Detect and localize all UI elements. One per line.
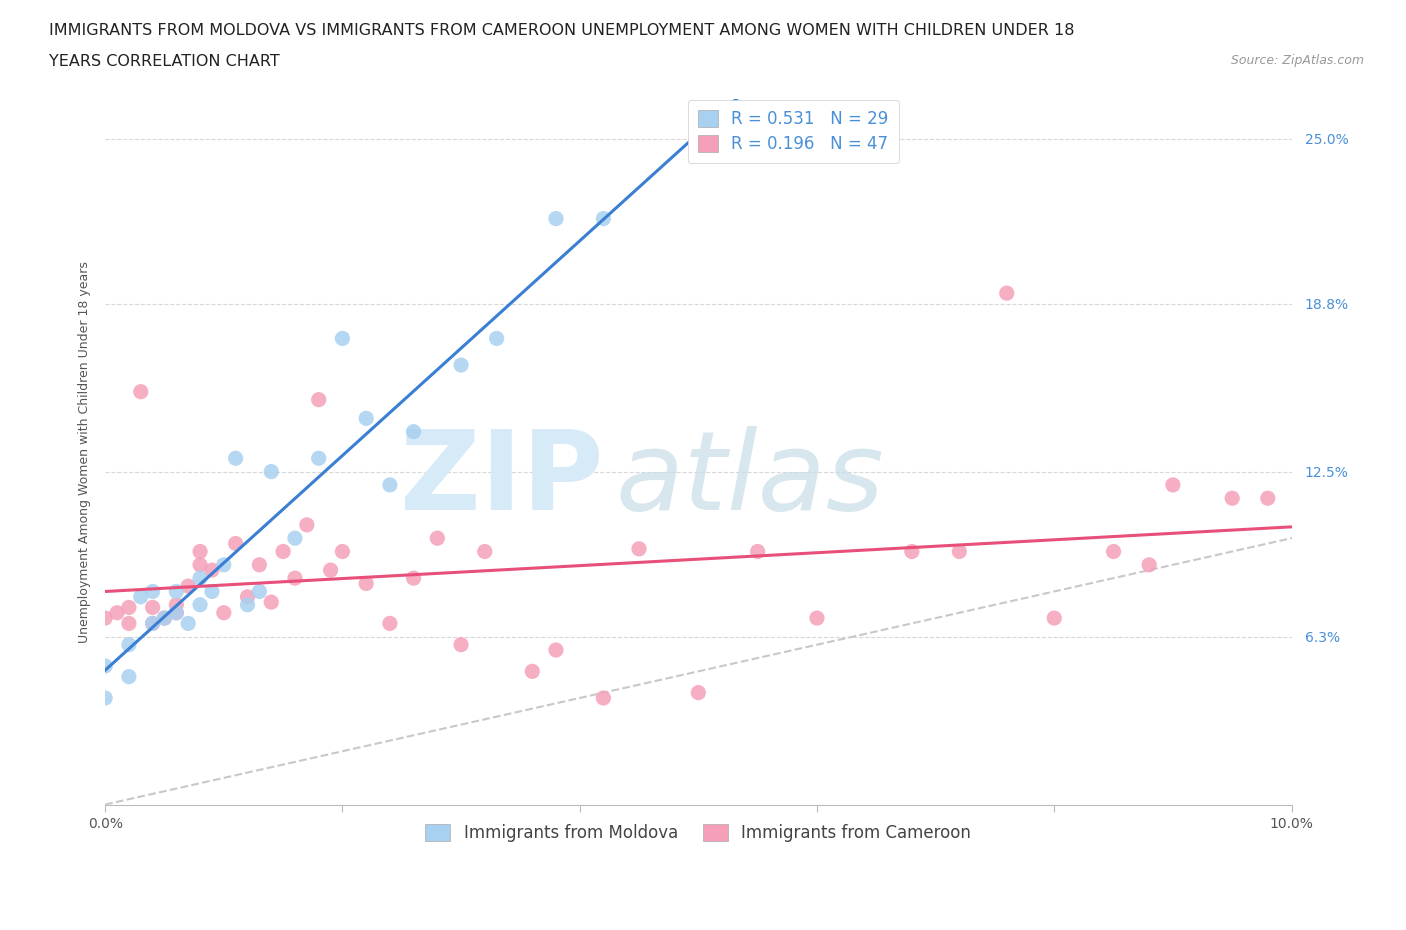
Point [212, 557, 235, 572]
Y-axis label: Unemployment Among Women with Children Under 18 years: Unemployment Among Women with Children U… [79, 260, 91, 643]
Point [1137, 557, 1160, 572]
Point [1220, 491, 1243, 506]
Point [592, 691, 614, 706]
Point [188, 597, 211, 612]
Point [142, 600, 165, 615]
Point [142, 616, 165, 631]
Point [522, 664, 544, 679]
Point [284, 531, 307, 546]
Text: Source: ZipAtlas.com: Source: ZipAtlas.com [1230, 54, 1364, 67]
Point [212, 605, 235, 620]
Point [247, 557, 270, 572]
Point [236, 590, 259, 604]
Point [129, 384, 152, 399]
Point [177, 578, 200, 593]
Point [188, 571, 211, 586]
Point [118, 600, 141, 615]
Point [450, 358, 472, 373]
Point [319, 563, 342, 578]
Point [201, 584, 224, 599]
Text: ZIP: ZIP [401, 426, 603, 533]
Point [378, 477, 401, 492]
Point [153, 611, 176, 626]
Point [118, 637, 141, 652]
Point [165, 584, 187, 599]
Point [474, 544, 496, 559]
Point [94, 611, 117, 626]
Point [402, 571, 425, 586]
Point [354, 576, 377, 591]
Point [247, 584, 270, 599]
Point [295, 517, 318, 532]
Point [332, 331, 354, 346]
Point [105, 605, 128, 620]
Point [271, 544, 294, 559]
Point [94, 658, 117, 673]
Point [142, 584, 165, 599]
Point [485, 331, 508, 346]
Point [236, 597, 259, 612]
Point [995, 286, 1018, 300]
Point [544, 643, 567, 658]
Point [1257, 491, 1279, 506]
Point [118, 616, 141, 631]
Point [94, 691, 117, 706]
Point [118, 670, 141, 684]
Point [402, 424, 425, 439]
Point [260, 594, 283, 609]
Point [177, 616, 200, 631]
Point [142, 616, 165, 631]
Text: atlas: atlas [616, 426, 884, 533]
Point [1161, 477, 1184, 492]
Point [201, 563, 224, 578]
Text: YEARS CORRELATION CHART: YEARS CORRELATION CHART [49, 54, 280, 69]
Point [948, 544, 970, 559]
Point [544, 211, 567, 226]
Point [153, 611, 176, 626]
Point [1043, 611, 1066, 626]
Point [308, 451, 330, 466]
Point [688, 685, 710, 700]
Point [1102, 544, 1125, 559]
Point [165, 605, 187, 620]
Point [308, 392, 330, 407]
Point [188, 557, 211, 572]
Legend: Immigrants from Moldova, Immigrants from Cameroon: Immigrants from Moldova, Immigrants from… [419, 817, 979, 849]
Point [165, 605, 187, 620]
Point [354, 411, 377, 426]
Point [627, 541, 650, 556]
Point [806, 611, 828, 626]
Point [284, 571, 307, 586]
Point [378, 616, 401, 631]
Point [188, 544, 211, 559]
Point [901, 544, 924, 559]
Text: IMMIGRANTS FROM MOLDOVA VS IMMIGRANTS FROM CAMEROON UNEMPLOYMENT AMONG WOMEN WIT: IMMIGRANTS FROM MOLDOVA VS IMMIGRANTS FR… [49, 23, 1074, 38]
Point [225, 536, 247, 551]
Point [426, 531, 449, 546]
Point [129, 590, 152, 604]
Point [225, 451, 247, 466]
Point [747, 544, 769, 559]
Point [450, 637, 472, 652]
Point [592, 211, 614, 226]
Point [260, 464, 283, 479]
Point [165, 597, 187, 612]
Point [332, 544, 354, 559]
